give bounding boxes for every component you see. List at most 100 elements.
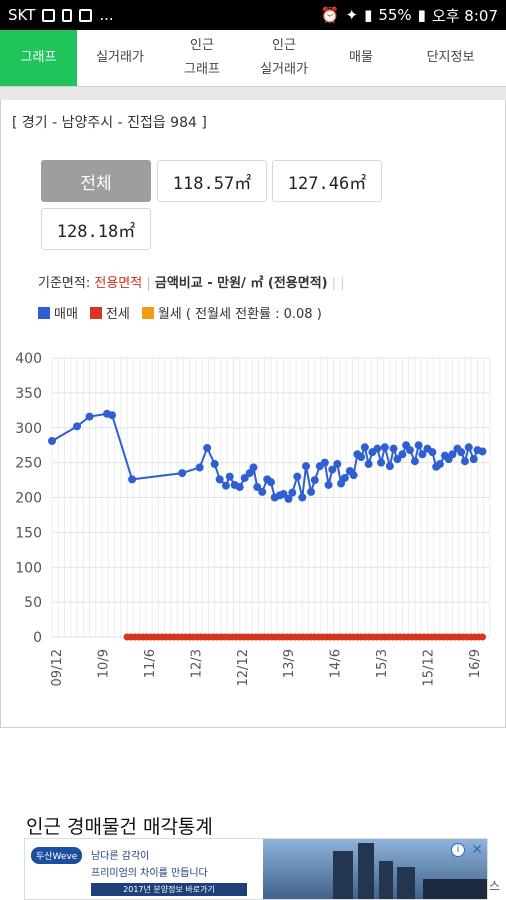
ad-cta-bar[interactable]: 2017년 분양정보 바로가기 bbox=[91, 883, 247, 896]
more-notifications: ... bbox=[99, 6, 114, 24]
status-bar: SKT ... ⏰ ✦ ▮ 55% ▮ 오후 8:07 bbox=[0, 0, 506, 30]
data-point-sale bbox=[405, 446, 414, 455]
data-point-sale bbox=[333, 460, 342, 469]
ad-text-area[interactable]: 두산Weve 남다른 감각이 프리미엄의 차이를 만듭니다 2017년 분양정보… bbox=[25, 839, 261, 899]
price-chart: 0 50 100 150 200 250 300 350 400 09/12 10/9 11/6 12/… bbox=[15, 351, 491, 686]
x-tick-label: 16/9 bbox=[468, 649, 483, 678]
data-point-sale bbox=[128, 475, 137, 484]
ad-brand-logo: 두산Weve bbox=[31, 847, 83, 864]
data-point-sale bbox=[210, 460, 219, 469]
data-point-sale bbox=[373, 444, 382, 453]
data-point-sale bbox=[377, 458, 386, 467]
wifi-icon: ✦ bbox=[345, 6, 359, 24]
ad-banner[interactable]: 두산Weve 남다른 감각이 프리미엄의 차이를 만듭니다 2017년 분양정보… bbox=[24, 838, 488, 900]
data-point-sale bbox=[410, 457, 419, 466]
legend-label-sale: 매매 bbox=[54, 307, 78, 322]
basis-compare: 금액비교 - 만원/ ㎡ (전용면적) bbox=[154, 276, 328, 291]
tab-nearby-transactions[interactable]: 인근 실거래가 bbox=[260, 38, 308, 77]
ad-line-1: 남다른 감각이 bbox=[91, 851, 150, 862]
x-tick-label: 09/12 bbox=[50, 649, 65, 686]
data-point-sale bbox=[288, 488, 297, 497]
tab-nearby-graph[interactable]: 인근 그래프 bbox=[184, 38, 220, 77]
data-point-sale bbox=[240, 473, 249, 482]
x-tick-label: 12/3 bbox=[189, 649, 204, 678]
gallery-icon bbox=[42, 8, 56, 22]
auction-stats-title: 인근 경매물건 매각통계 bbox=[26, 816, 213, 838]
data-point-sale bbox=[385, 462, 394, 471]
location-label: [ 경기 - 남양주시 - 진접읍 984 ] bbox=[12, 115, 207, 131]
phone-icon bbox=[62, 8, 73, 22]
signal-icon: ▮ bbox=[364, 6, 373, 24]
data-point-sale bbox=[457, 448, 466, 457]
tab-listings[interactable]: 매물 bbox=[349, 50, 373, 65]
data-point-sale bbox=[310, 476, 319, 485]
data-point-sale bbox=[267, 478, 275, 487]
data-point-sale bbox=[108, 411, 117, 420]
legend-swatch-sale bbox=[38, 306, 50, 319]
data-point-sale bbox=[414, 441, 423, 450]
series-line-sale bbox=[51, 412, 483, 501]
tab-bar: 그래프 실거래가 인근 그래프 인근 실거래가 매물 단지정보 bbox=[0, 30, 506, 86]
data-point-sale bbox=[469, 455, 478, 464]
y-tick-label: 50 bbox=[24, 595, 42, 611]
bag-icon bbox=[79, 8, 93, 22]
area-128-button[interactable]: 128.18㎡ bbox=[41, 208, 151, 250]
y-tick-label: 150 bbox=[15, 525, 42, 541]
battery-icon: ▮ bbox=[417, 6, 426, 24]
data-point-sale bbox=[203, 443, 212, 452]
clock: 오후 8:07 bbox=[431, 6, 498, 25]
battery-level: 55% bbox=[378, 6, 412, 24]
y-tick-label: 0 bbox=[33, 630, 42, 646]
data-point-sale bbox=[249, 463, 258, 472]
area-127-button[interactable]: 127.46㎡ bbox=[272, 160, 382, 202]
data-point-sale bbox=[221, 481, 230, 490]
y-tick-label: 250 bbox=[15, 456, 42, 472]
area-all-button[interactable]: 전체 bbox=[41, 160, 151, 202]
legend-swatch-jeonse bbox=[89, 306, 102, 319]
data-point-sale bbox=[178, 469, 187, 478]
area-118-button[interactable]: 118.57㎡ bbox=[157, 160, 267, 202]
data-point-sale bbox=[448, 450, 457, 459]
data-point-sale bbox=[418, 450, 427, 459]
tab-transactions[interactable]: 실거래가 bbox=[96, 50, 144, 65]
basis-value[interactable]: 전용면적 bbox=[94, 276, 143, 291]
ad-close-icon[interactable]: ✕ bbox=[471, 842, 483, 858]
y-tick-label: 200 bbox=[15, 491, 42, 507]
chart-legend: 매매 전세 월세 ( 전월세 전환률 : 0.08 ) bbox=[38, 303, 322, 322]
x-tick-label: 12/12 bbox=[236, 649, 251, 686]
legend-swatch-monthly bbox=[141, 306, 154, 319]
tab-graph[interactable]: 그래프 bbox=[0, 30, 77, 86]
data-point-sale bbox=[225, 472, 234, 481]
data-point-sale bbox=[393, 455, 402, 464]
basis-separators: | | bbox=[331, 276, 345, 291]
x-tick-label: 15/12 bbox=[422, 649, 437, 686]
y-tick-label: 350 bbox=[15, 386, 42, 402]
x-tick-label: 11/6 bbox=[143, 649, 158, 678]
data-point-sale bbox=[389, 444, 398, 453]
data-point-sale bbox=[320, 458, 329, 467]
tab-complex-info[interactable]: 단지정보 bbox=[426, 50, 475, 65]
ad-line-2: 프리미엄의 차이를 만듭니다 bbox=[91, 868, 208, 879]
legend-label-monthly: 월세 ( 전월세 전환률 : 0.08 ) bbox=[157, 307, 322, 322]
data-point-jeonse bbox=[478, 633, 486, 641]
data-point-sale bbox=[349, 471, 358, 480]
data-point-sale bbox=[357, 453, 366, 462]
data-point-sale bbox=[195, 463, 204, 472]
data-point-sale bbox=[364, 460, 373, 469]
ad-info-icon[interactable]: i bbox=[451, 843, 465, 857]
data-point-sale bbox=[380, 443, 389, 452]
data-point-sale bbox=[324, 480, 333, 489]
data-point-sale bbox=[435, 460, 444, 469]
ad-image[interactable] bbox=[263, 839, 487, 899]
data-point-sale bbox=[48, 437, 56, 446]
data-point-sale bbox=[328, 465, 337, 474]
basis-line: 기준면적: 전용면적 | 금액비교 - 만원/ ㎡ (전용면적) | | bbox=[38, 276, 345, 291]
data-point-sale bbox=[85, 412, 94, 421]
data-point-sale bbox=[340, 473, 349, 482]
carrier-label: SKT bbox=[8, 6, 36, 24]
alarm-icon: ⏰ bbox=[320, 6, 340, 24]
x-tick-label: 15/3 bbox=[375, 649, 390, 678]
x-tick-label: 14/6 bbox=[329, 649, 344, 678]
data-point-sale bbox=[279, 490, 288, 499]
data-point-sale bbox=[258, 487, 267, 496]
